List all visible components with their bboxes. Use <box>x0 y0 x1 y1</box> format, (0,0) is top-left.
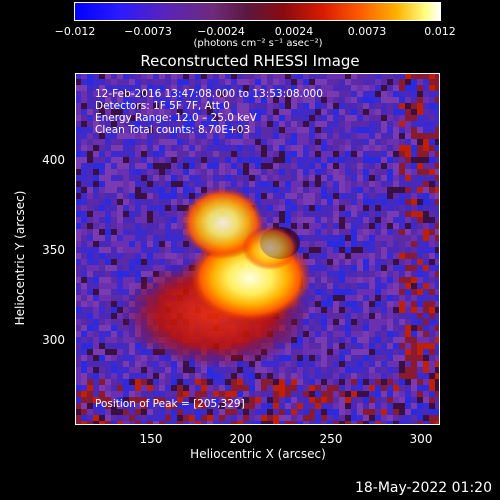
x-tick-label: 300 <box>409 432 433 446</box>
image-title: Reconstructed RHESSI Image <box>140 52 360 70</box>
x-tick-label: 250 <box>319 432 343 446</box>
right-loop <box>242 226 298 270</box>
colorbar <box>74 2 441 21</box>
colorbar-tick: 0.0024 <box>274 25 314 38</box>
info-time: 12-Feb-2016 13:47:08.000 to 13:53:08.000 <box>95 88 323 100</box>
rhessi-image-plot <box>75 73 440 425</box>
timestamp: 18-May-2022 01:20 <box>354 480 492 496</box>
plot-frame <box>75 73 440 425</box>
info-energy: Energy Range: 12.0 – 25.0 keV <box>95 112 257 124</box>
x-tick-label: 150 <box>139 432 163 446</box>
info-peak: Position of Peak = [205,329] <box>95 398 245 410</box>
x-axis-label: Heliocentric X (arcsec) <box>190 447 326 461</box>
info-clean: Clean Total counts: 8.70E+03 <box>95 124 251 136</box>
rhessi-image <box>75 73 440 425</box>
info-detectors: Detectors: 1F 5F 7F, Att 0 <box>95 100 230 112</box>
y-tick-label: 350 <box>42 243 65 257</box>
emission-sources <box>120 187 312 368</box>
y-tick-label: 300 <box>42 333 65 347</box>
colorbar-tick: −0.0024 <box>197 25 245 38</box>
colorbar-units: (photons cm⁻² s⁻¹ asec⁻²) <box>193 38 323 49</box>
x-tick-label: 200 <box>229 432 253 446</box>
colorbar-tick: 0.012 <box>424 25 456 38</box>
colorbar-tick: −0.0073 <box>124 25 172 38</box>
y-tick-label: 400 <box>42 153 65 167</box>
y-axis-label: Heliocentric Y (arcsec) <box>13 190 27 326</box>
colorbar-tick: −0.012 <box>54 25 96 38</box>
colorbar-tick: 0.0073 <box>347 25 387 38</box>
